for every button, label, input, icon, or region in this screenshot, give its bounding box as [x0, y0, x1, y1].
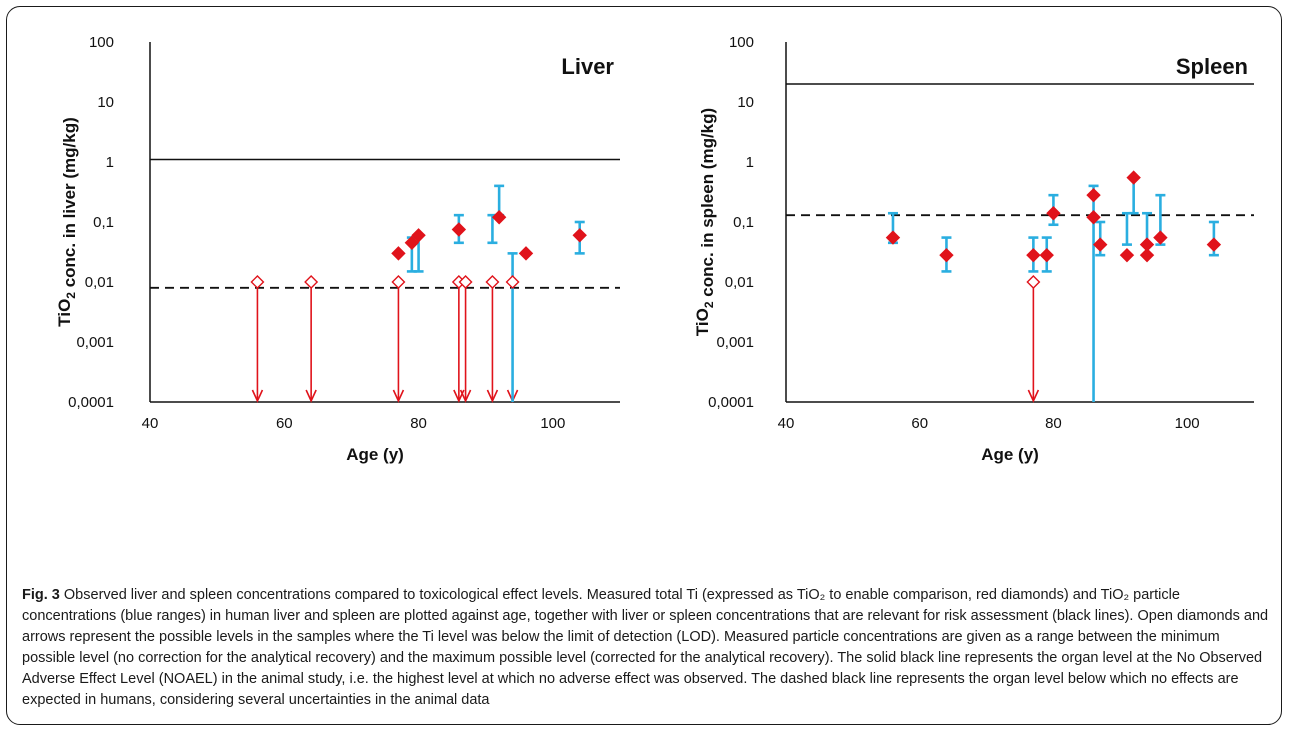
spleen-x-tick-label: 100 — [1175, 415, 1200, 432]
spleen-panel-title: Spleen — [1176, 54, 1248, 79]
liver-measured-diamond — [391, 246, 406, 261]
spleen-measured-diamond — [1039, 247, 1054, 263]
liver-lod-open-diamond — [250, 275, 265, 289]
liver-y-tick-label: 10 — [97, 94, 114, 111]
liver-measured-diamond — [451, 222, 467, 237]
liver-x-tick-label: 60 — [276, 415, 293, 432]
spleen-y-tick-label: 1 — [746, 154, 754, 171]
liver-lod-open-diamond — [391, 275, 406, 289]
spleen-x-tick-label: 60 — [911, 415, 928, 432]
liver-y-tick-label: 0,1 — [93, 214, 114, 231]
spleen-measured-diamond — [1086, 210, 1101, 225]
spleen-measured-diamond — [1046, 206, 1061, 221]
liver-x-tick-label: 80 — [410, 415, 427, 432]
liver-lod-arrowhead — [486, 389, 499, 403]
spleen-y-tick-label: 10 — [737, 94, 754, 111]
liver-measured-diamond — [518, 246, 534, 261]
figure-frame — [6, 6, 1282, 725]
liver-lod-open-diamond — [304, 275, 319, 289]
spleen-y-tick-label: 0,1 — [733, 214, 754, 231]
spleen-measured-diamond — [1093, 237, 1108, 252]
liver-lod-arrowhead — [392, 389, 405, 403]
liver-measured-diamond — [491, 210, 507, 225]
liver-x-tick-label: 100 — [540, 415, 565, 432]
spleen-lod-open-diamond — [1026, 275, 1041, 289]
liver-y-tick-label: 100 — [89, 34, 114, 51]
liver-lod-open-diamond — [485, 275, 500, 289]
spleen-x-tick-label: 80 — [1045, 415, 1062, 432]
liver-lod-open-diamond — [458, 275, 473, 289]
caption-label: Fig. 3 — [22, 587, 60, 603]
spleen-measured-diamond — [1086, 187, 1101, 203]
spleen-y-tick-label: 0,0001 — [708, 394, 754, 411]
liver-y-axis-title: TiO2 conc. in liver (mg/kg) — [55, 117, 79, 326]
liver-lod-arrowhead — [459, 389, 472, 403]
liver-lod-arrowhead — [251, 389, 264, 403]
spleen-x-axis-title: Age (y) — [981, 445, 1039, 464]
spleen-y-tick-label: 0,001 — [716, 334, 754, 351]
liver-lod-open-diamond — [505, 275, 520, 289]
spleen-measured-diamond — [1026, 247, 1041, 263]
liver-x-tick-label: 40 — [142, 415, 159, 432]
spleen-measured-diamond — [1119, 247, 1135, 263]
liver-measured-diamond — [404, 235, 420, 251]
spleen-measured-diamond — [1139, 237, 1155, 252]
caption-text: Observed liver and spleen concentrations… — [22, 587, 1269, 708]
liver-measured-diamond — [572, 228, 587, 243]
spleen-measured-diamond — [1126, 170, 1141, 185]
spleen-y-tick-label: 0,01 — [725, 274, 754, 291]
liver-panel-title: Liver — [561, 54, 614, 79]
spleen-y-axis-title: TiO2 conc. in spleen (mg/kg) — [693, 108, 717, 336]
liver-y-tick-label: 0,001 — [76, 334, 114, 351]
spleen-measured-diamond — [1153, 230, 1168, 245]
liver-y-tick-label: 0,0001 — [68, 394, 114, 411]
liver-chart: 0,0001 0,001 0,01 0,1 1 10 100 40 60 80 100 Age (y)… — [55, 34, 620, 464]
spleen-measured-diamond — [939, 247, 954, 263]
spleen-measured-diamond — [1139, 247, 1155, 263]
liver-x-axis-title: Age (y) — [346, 445, 404, 464]
spleen-chart: 0,0001 0,001 0,01 0,1 1 10 100 40 60 80 100 Age (y)… — [693, 34, 1254, 464]
spleen-measured-diamond — [885, 230, 901, 245]
liver-y-tick-label: 0,01 — [85, 274, 114, 291]
figure-caption: Fig. 3 Observed liver and spleen concent… — [22, 585, 1270, 711]
spleen-measured-diamond — [1206, 237, 1222, 252]
liver-lod-arrowhead — [305, 389, 317, 403]
liver-measured-diamond — [411, 228, 426, 243]
spleen-x-tick-label: 40 — [778, 415, 795, 432]
liver-y-tick-label: 1 — [106, 154, 114, 171]
spleen-lod-arrowhead — [1027, 389, 1040, 403]
spleen-y-tick-label: 100 — [729, 34, 754, 51]
